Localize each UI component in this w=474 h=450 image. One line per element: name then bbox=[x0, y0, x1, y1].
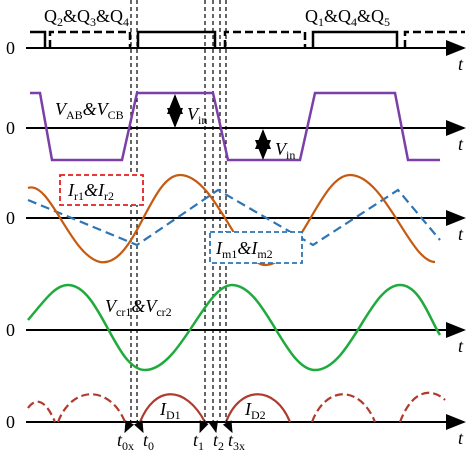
zero-label: 0 bbox=[6, 412, 15, 432]
subscript: D2 bbox=[251, 408, 266, 422]
subscript: 3 bbox=[90, 15, 96, 29]
gate-label: Q1&Q4&Q5 bbox=[305, 6, 390, 29]
text-part: t bbox=[193, 430, 199, 450]
text-part: Q bbox=[305, 6, 318, 26]
time-label: t3x bbox=[228, 430, 245, 450]
axis-label: t bbox=[458, 134, 464, 154]
subscript: m1 bbox=[222, 247, 237, 261]
voltage-label: Vcr1&Vcr2 bbox=[105, 296, 172, 319]
i-r-box bbox=[59, 174, 144, 206]
time-label: t0 bbox=[143, 430, 154, 450]
text-part: I bbox=[244, 399, 252, 419]
i-m-box bbox=[209, 231, 303, 264]
subscript: D1 bbox=[166, 408, 181, 422]
time-arrows bbox=[124, 419, 233, 434]
i-m-wave bbox=[27, 188, 441, 247]
current-label: Ir1&Ir2 bbox=[67, 180, 114, 203]
text-part: V bbox=[275, 139, 288, 159]
v-cr-wave bbox=[27, 283, 442, 372]
text-part: I bbox=[67, 180, 75, 200]
axis-label: t bbox=[458, 54, 464, 74]
text-part: I bbox=[215, 238, 223, 258]
text-part: V bbox=[187, 104, 200, 124]
subscript: 3x bbox=[233, 439, 245, 450]
text-part: V bbox=[55, 99, 68, 119]
zero-label: 0 bbox=[6, 38, 15, 58]
zero-label: 0 bbox=[6, 118, 15, 138]
text-part: t bbox=[213, 430, 219, 450]
gate-label: Q2&Q3&Q4 bbox=[44, 6, 129, 29]
text-part: t bbox=[143, 430, 149, 450]
subscript: 5 bbox=[384, 15, 390, 29]
subscript: 2 bbox=[218, 439, 224, 450]
text-part: t bbox=[117, 430, 123, 450]
text-part: &I bbox=[237, 238, 258, 258]
gate-pulses bbox=[30, 30, 465, 48]
vin-arrows bbox=[167, 94, 271, 160]
text-part: &Q bbox=[96, 6, 123, 26]
axis-label: t bbox=[458, 336, 464, 356]
zero-label: 0 bbox=[6, 320, 15, 340]
time-label: t1 bbox=[193, 430, 204, 450]
text-part: Q bbox=[44, 6, 57, 26]
subscript: r1 bbox=[74, 189, 84, 203]
subscript: m2 bbox=[257, 247, 272, 261]
time-label: t2 bbox=[213, 430, 224, 450]
current-label: ID1 bbox=[159, 399, 181, 422]
text-part: &Q bbox=[63, 6, 90, 26]
voltage-label: VAB&VCB bbox=[55, 99, 124, 122]
subscript: CB bbox=[108, 108, 124, 122]
subscript: 4 bbox=[351, 15, 357, 29]
text-part: V bbox=[105, 296, 118, 316]
text-part: &Q bbox=[357, 6, 384, 26]
text-part: t bbox=[228, 430, 234, 450]
subscript: cr1 bbox=[116, 305, 131, 319]
v-ab-wave bbox=[30, 91, 440, 162]
subscript: 0 bbox=[148, 439, 154, 450]
voltage-label: Vin bbox=[275, 139, 295, 162]
text-part: &V bbox=[131, 296, 158, 316]
i-r-wave bbox=[27, 173, 436, 267]
text-part: &Q bbox=[324, 6, 351, 26]
current-label: Im1&Im2 bbox=[215, 238, 273, 261]
i-d-waves bbox=[27, 391, 446, 423]
text-part: &I bbox=[84, 180, 105, 200]
axis-label: t bbox=[458, 428, 464, 448]
subscript: AB bbox=[66, 108, 83, 122]
subscript: cr2 bbox=[156, 305, 171, 319]
time-label: t0x bbox=[117, 430, 134, 450]
current-label: ID2 bbox=[244, 399, 266, 422]
text-part: I bbox=[159, 399, 167, 419]
subscript: in bbox=[286, 148, 295, 162]
voltage-label: Vin bbox=[187, 104, 207, 127]
zero-label: 0 bbox=[6, 208, 15, 228]
subscript: 1 bbox=[198, 439, 204, 450]
axis-label: t bbox=[458, 224, 464, 244]
time-markers bbox=[130, 0, 227, 420]
subscript: in bbox=[198, 113, 207, 127]
subscript: 2 bbox=[57, 15, 63, 29]
text-part: &V bbox=[83, 99, 110, 119]
subscript: 0x bbox=[122, 439, 134, 450]
subscript: 4 bbox=[123, 15, 129, 29]
subscript: r2 bbox=[104, 189, 114, 203]
subscript: 1 bbox=[318, 15, 324, 29]
